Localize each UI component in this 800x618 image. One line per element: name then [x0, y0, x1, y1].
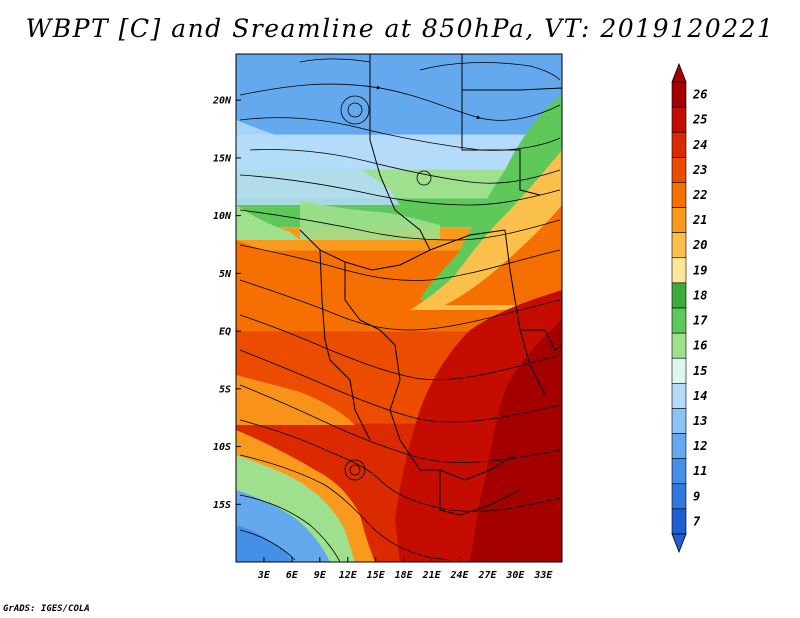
colorbar-label: 20: [692, 238, 707, 252]
colorbar-swatch: [671, 81, 687, 108]
colorbar-swatch: [671, 232, 687, 259]
colorbar-label: 14: [693, 389, 707, 403]
colorbar-label: 24: [692, 138, 707, 152]
colorbar-label: 7: [693, 514, 701, 528]
colorbar-label: 15: [693, 364, 707, 378]
colorbar-label: 21: [692, 213, 707, 227]
colorbar-label: 17: [693, 314, 708, 328]
lat-tick-label: 10S: [213, 442, 231, 453]
lon-tick-label: 6E: [286, 570, 299, 581]
colorbar-swatch: [671, 282, 687, 309]
colorbar-swatch: [671, 307, 687, 334]
lon-tick-label: 18E: [395, 570, 414, 581]
colorbar-bottom-arrow: [671, 533, 687, 554]
lon-tick-label: 30E: [505, 570, 525, 581]
colorbar-label: 16: [693, 339, 707, 353]
map-plot-area: [236, 54, 562, 562]
colorbar-swatch: [671, 433, 687, 459]
colorbar-swatch: [671, 257, 687, 284]
colorbar-label: 12: [693, 439, 707, 453]
colorbar-label: 18: [693, 288, 707, 302]
lon-tick-label: 21E: [422, 570, 442, 581]
colorbar-swatch: [671, 332, 687, 359]
lat-tick-label: EQ: [219, 327, 231, 338]
colorbar-swatch: [671, 131, 687, 158]
colorbar-swatch: [671, 408, 687, 434]
colorbar-swatch: [671, 157, 687, 183]
lon-tick-label: 12E: [339, 570, 358, 581]
colorbar-swatch: [671, 383, 687, 409]
lat-tick-label: 5S: [219, 384, 231, 395]
lon-tick-label: 15E: [367, 570, 386, 581]
colorbar-label: 13: [693, 414, 707, 428]
lat-tick-label: 20N: [212, 96, 232, 107]
map-frame: [235, 53, 563, 563]
grads-credit: GrADS: IGES/COLA: [3, 604, 90, 614]
country-borders: [299, 54, 562, 516]
lon-tick-label: 24E: [450, 570, 470, 581]
colorbar-label: 19: [693, 263, 707, 277]
wbpt-band-0: [236, 54, 562, 135]
colorbar-swatch: [671, 483, 687, 510]
colorbar: 26 25 24 23 22 21 20 19 18 17 16 15 14 13 12 11 9 7: [671, 62, 708, 554]
lon-tick-label: 3E: [257, 570, 271, 581]
colorbar-label: 25: [692, 113, 707, 127]
colorbar-label: 9: [693, 489, 700, 503]
colorbar-swatch: [671, 357, 687, 384]
map-axes: 20N 15N 10N 5N EQ 5S 10S 15S 3E 6E 9E 12E 15E 18E 21E 2…: [212, 96, 553, 581]
colorbar-label: 26: [692, 88, 707, 102]
map-title: WBPT [C] and Sreamline at 850hPa, VT: 20…: [25, 14, 775, 43]
lat-tick-label: 15N: [213, 153, 232, 164]
colorbar-swatch: [671, 182, 687, 208]
colorbar-top-arrow: [671, 62, 687, 83]
colorbar-swatch: [671, 508, 687, 535]
lat-tick-label: 10N: [213, 211, 232, 222]
lon-tick-label: 33E: [533, 570, 553, 581]
colorbar-swatch: [671, 458, 687, 485]
streamlines: [239, 58, 561, 562]
colorbar-label: 11: [693, 464, 707, 478]
lon-tick-label: 27E: [477, 570, 497, 581]
lat-tick-label: 15S: [213, 500, 231, 511]
lon-tick-label: 9E: [314, 570, 327, 581]
colorbar-swatch: [671, 207, 687, 233]
colorbar-label: 22: [692, 188, 707, 202]
colorbar-swatch: [671, 106, 687, 133]
lat-tick-label: 5N: [219, 269, 232, 280]
colorbar-label: 23: [692, 163, 707, 177]
